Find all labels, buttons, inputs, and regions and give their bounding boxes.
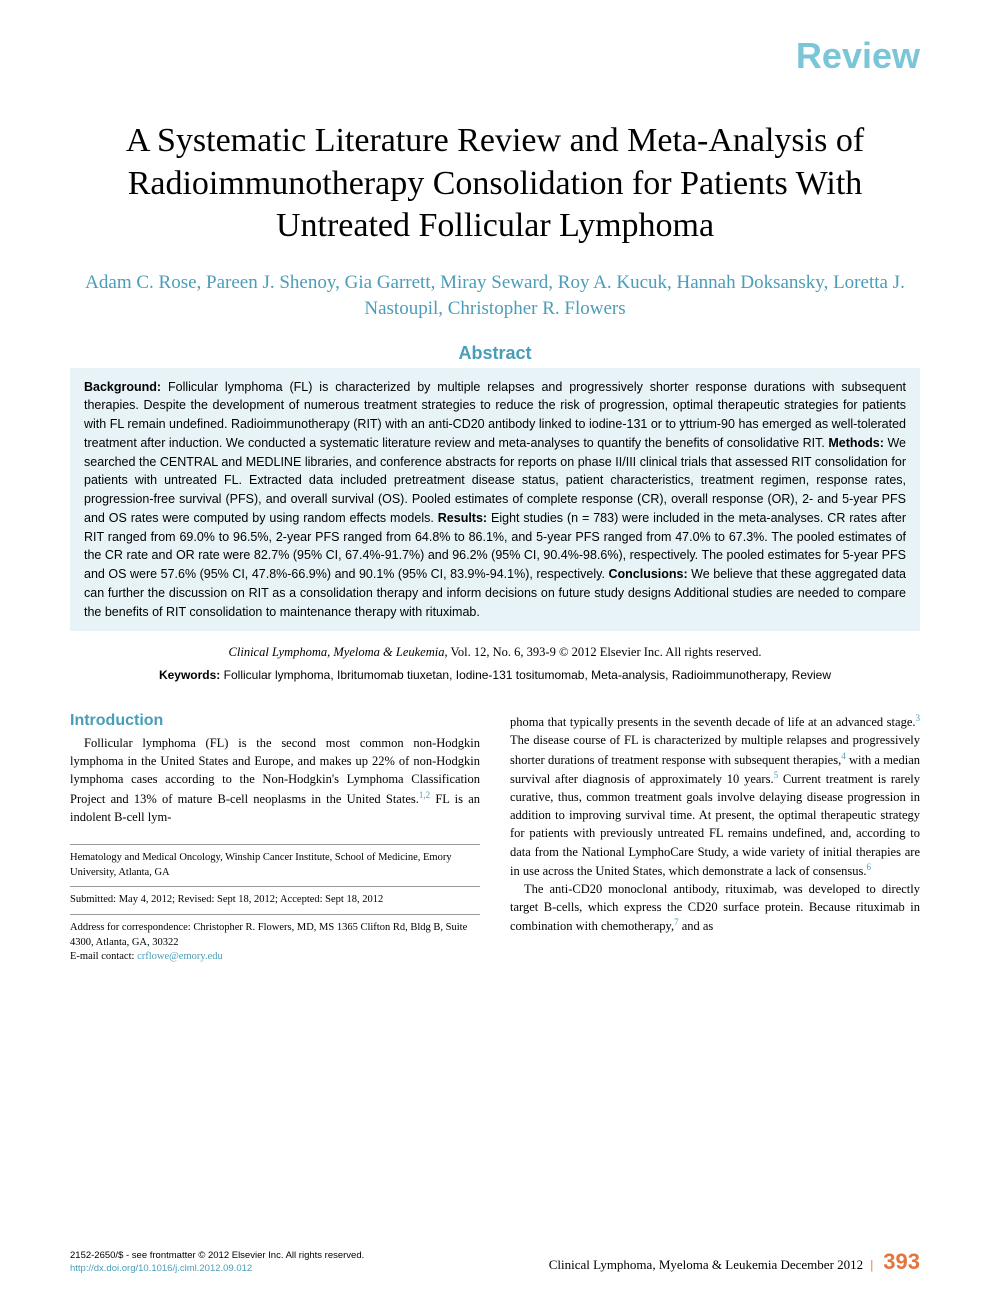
keywords-block: Keywords: Follicular lymphoma, Ibritumom…	[70, 666, 920, 684]
affiliation: Hematology and Medical Oncology, Winship…	[70, 851, 480, 880]
article-title: A Systematic Literature Review and Meta-…	[70, 120, 920, 248]
ref-1-2[interactable]: 1,2	[419, 790, 430, 800]
page-number: 393	[883, 1249, 920, 1274]
correspondence-email-line: E-mail contact: crflowe@emory.edu	[70, 950, 480, 965]
intro-p2a: phoma that typically presents in the sev…	[510, 715, 916, 729]
left-column: Introduction Follicular lymphoma (FL) is…	[70, 712, 480, 965]
intro-p3b: and as	[679, 919, 714, 933]
right-column: phoma that typically presents in the sev…	[510, 712, 920, 965]
footer-left: 2152-2650/$ - see frontmatter © 2012 Els…	[70, 1250, 364, 1275]
divider-3	[70, 914, 480, 915]
article-type-tag: Review	[796, 35, 920, 77]
intro-p2d: Current treatment is rarely curative, th…	[510, 772, 920, 878]
doi-link[interactable]: http://dx.doi.org/10.1016/j.clml.2012.09…	[70, 1263, 364, 1275]
body-columns: Introduction Follicular lymphoma (FL) is…	[70, 712, 920, 965]
abstract-heading: Abstract	[70, 343, 920, 364]
abstract-box: Background: Follicular lymphoma (FL) is …	[70, 368, 920, 632]
footer-journal: Clinical Lymphoma, Myeloma & Leukemia	[549, 1257, 778, 1272]
divider-2	[70, 886, 480, 887]
abstract-background-text: Follicular lymphoma (FL) is characterize…	[84, 380, 906, 450]
footer-date: December 2012	[780, 1257, 863, 1272]
authors-list: Adam C. Rose, Pareen J. Shenoy, Gia Garr…	[70, 270, 920, 323]
page-footer: 2152-2650/$ - see frontmatter © 2012 Els…	[70, 1249, 920, 1275]
abstract-conclusions-label: Conclusions:	[608, 567, 687, 581]
intro-para-right-2: The anti-CD20 monoclonal antibody, ritux…	[510, 880, 920, 936]
intro-p3a: The anti-CD20 monoclonal antibody, ritux…	[510, 882, 920, 933]
abstract-methods-label: Methods:	[828, 436, 884, 450]
email-label: E-mail contact:	[70, 951, 137, 962]
keywords-text: Follicular lymphoma, Ibritumomab tiuxeta…	[220, 668, 831, 682]
citation-journal: Clinical Lymphoma, Myeloma & Leukemia,	[229, 645, 448, 659]
intro-para-left: Follicular lymphoma (FL) is the second m…	[70, 734, 480, 826]
citation-block: Clinical Lymphoma, Myeloma & Leukemia, V…	[70, 643, 920, 662]
citation-vol: Vol. 12, No. 6, 393-9 © 2012 Elsevier In…	[448, 645, 762, 659]
intro-para-right-1: phoma that typically presents in the sev…	[510, 712, 920, 880]
footer-right: Clinical Lymphoma, Myeloma & Leukemia De…	[549, 1249, 920, 1275]
keywords-label: Keywords:	[159, 668, 220, 682]
abstract-background-label: Background:	[84, 380, 161, 394]
correspondence-address: Address for correspondence: Christopher …	[70, 921, 480, 950]
left-footer-block: Hematology and Medical Oncology, Winship…	[70, 844, 480, 965]
issn-line: 2152-2650/$ - see frontmatter © 2012 Els…	[70, 1250, 364, 1262]
email-link[interactable]: crflowe@emory.edu	[137, 951, 223, 962]
introduction-heading: Introduction	[70, 712, 480, 730]
submission-dates: Submitted: May 4, 2012; Revised: Sept 18…	[70, 893, 480, 908]
footer-bar-icon: |	[870, 1257, 873, 1272]
ref-6[interactable]: 6	[867, 862, 872, 872]
divider-1	[70, 844, 480, 845]
abstract-results-label: Results:	[438, 511, 487, 525]
ref-3[interactable]: 3	[916, 713, 921, 723]
